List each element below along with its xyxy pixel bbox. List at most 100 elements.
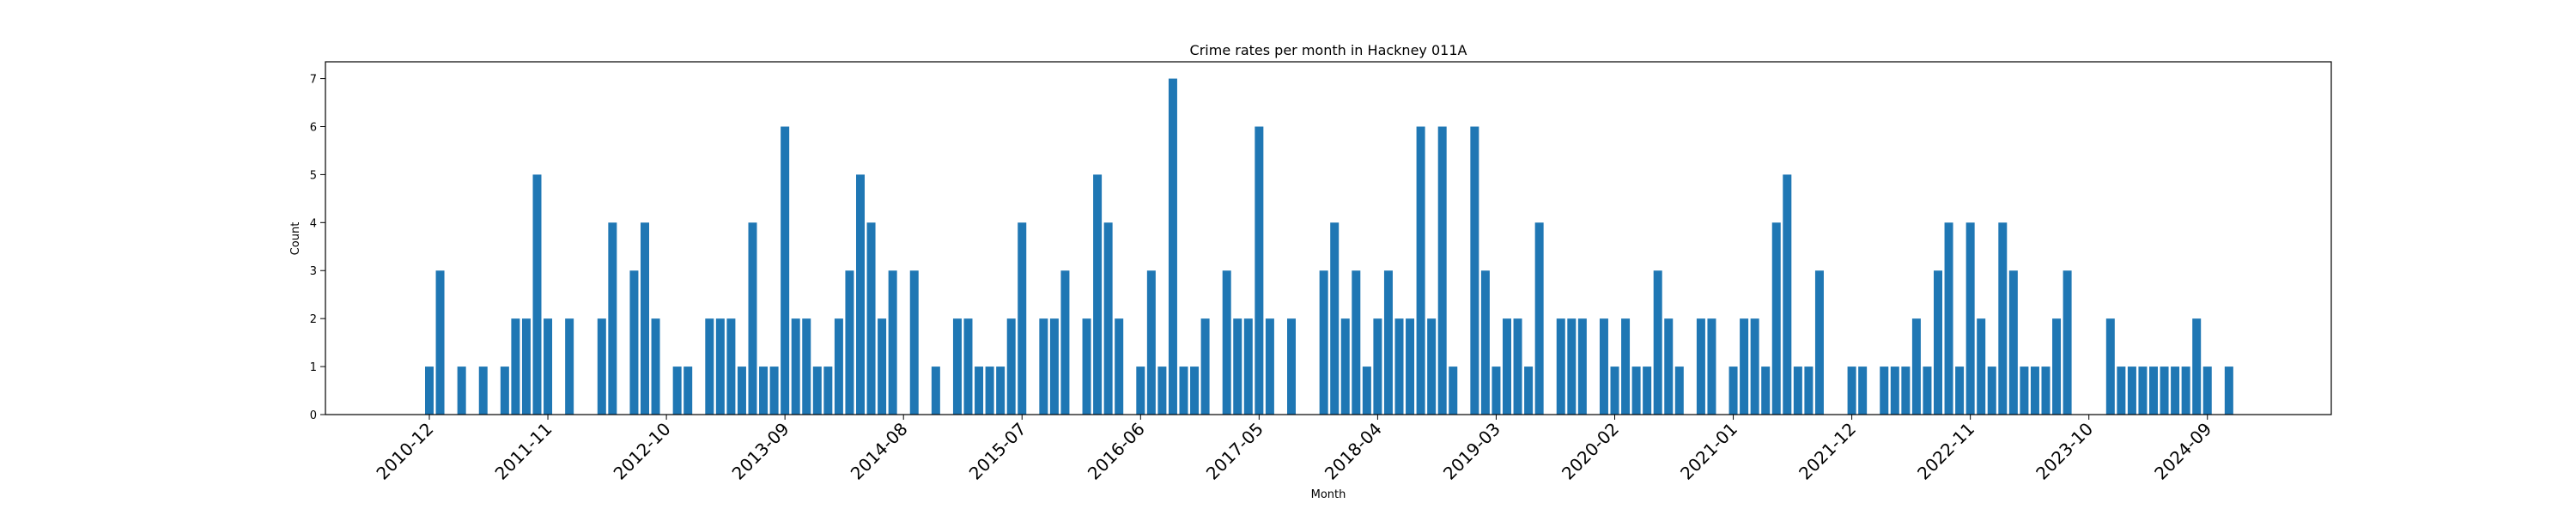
bar — [1265, 318, 1274, 415]
bar — [1911, 318, 1921, 415]
y-tick-label: 7 — [310, 74, 317, 87]
x-tick-label: 2019-03 — [1439, 419, 1504, 484]
bar — [1955, 367, 1965, 415]
bar — [1858, 367, 1868, 415]
bar — [909, 270, 919, 415]
bar — [1394, 318, 1404, 415]
bar — [1157, 367, 1167, 415]
bar — [683, 367, 693, 415]
x-tick-label: 2015-07 — [965, 419, 1030, 484]
bar — [705, 318, 714, 415]
bar — [1330, 222, 1340, 415]
bar — [2171, 367, 2180, 415]
bar — [1340, 318, 1350, 415]
bar — [812, 367, 822, 415]
bar — [1728, 367, 1738, 415]
bar — [769, 367, 779, 415]
bar — [823, 367, 833, 415]
bar — [500, 367, 509, 415]
bar — [866, 222, 876, 415]
bar — [2160, 367, 2169, 415]
bar — [834, 318, 843, 415]
bar — [1136, 367, 1145, 415]
bar — [1524, 367, 1534, 415]
x-tick-label: 2014-08 — [847, 419, 912, 484]
x-tick-label: 2023-10 — [2032, 419, 2097, 484]
bar — [2202, 367, 2212, 415]
bar — [1255, 126, 1264, 415]
bar — [641, 222, 649, 415]
bar — [521, 318, 531, 415]
bar — [1567, 318, 1577, 415]
bar — [2008, 270, 2018, 415]
y-tick-label: 4 — [310, 217, 317, 230]
bar — [1039, 318, 1048, 415]
x-axis-ticks: 2010-12 2011-11 2012-10 2013-09 2014-08 2015-… — [372, 415, 2215, 484]
bar — [1890, 367, 1899, 415]
bar — [1449, 367, 1458, 415]
bar — [1437, 126, 1447, 415]
bar — [1761, 367, 1771, 415]
bar — [878, 318, 887, 415]
bar — [1814, 270, 1824, 415]
y-tick-label: 1 — [310, 361, 317, 374]
bar — [1987, 367, 1996, 415]
bar — [996, 367, 1005, 415]
x-tick-label: 2020-02 — [1558, 419, 1623, 484]
bars-group — [425, 78, 2233, 415]
bar — [1783, 174, 1792, 415]
x-tick-label: 2022-11 — [1913, 419, 1978, 484]
bar — [1427, 318, 1437, 415]
bar — [2138, 367, 2148, 415]
bar — [2063, 270, 2072, 415]
y-tick-label: 6 — [310, 121, 317, 134]
bar — [1653, 270, 1662, 415]
bar — [952, 318, 962, 415]
bar — [1115, 318, 1124, 415]
bar — [597, 318, 606, 415]
bar — [565, 318, 574, 415]
bar — [1599, 318, 1608, 415]
bar — [2030, 367, 2039, 415]
bar — [931, 367, 940, 415]
bar — [2105, 318, 2115, 415]
bar — [1168, 78, 1177, 415]
bar — [781, 126, 790, 415]
bar — [791, 318, 800, 415]
y-tick-label: 0 — [310, 409, 317, 422]
bar — [888, 270, 897, 415]
bar — [1470, 126, 1479, 415]
bar — [1406, 318, 1415, 415]
x-tick-label: 2021-12 — [1795, 419, 1860, 484]
x-tick-label: 2016-06 — [1084, 419, 1149, 484]
bar — [1998, 222, 2008, 415]
bar — [2020, 367, 2029, 415]
x-tick-label: 2013-09 — [728, 419, 793, 484]
y-tick-label: 5 — [310, 169, 317, 182]
bar — [2224, 367, 2233, 415]
bar — [1222, 270, 1231, 415]
x-axis-label: Month — [1311, 488, 1346, 501]
bar — [2181, 367, 2190, 415]
bar — [1319, 270, 1328, 415]
bar — [2041, 367, 2050, 415]
bar — [1373, 318, 1382, 415]
bar — [1750, 318, 1759, 415]
bar — [1944, 222, 1953, 415]
bar — [1082, 318, 1091, 415]
bar — [1977, 318, 1986, 415]
bar — [1093, 174, 1103, 415]
bar — [845, 270, 854, 415]
y-axis-label: Count — [289, 222, 302, 256]
bar — [1383, 270, 1393, 415]
bar — [478, 367, 488, 415]
bar — [532, 174, 542, 415]
bar — [457, 367, 466, 415]
bar — [1880, 367, 1889, 415]
bar — [726, 318, 736, 415]
y-axis-ticks: 0 1 2 3 4 5 6 7 — [310, 74, 325, 422]
bar — [1006, 318, 1016, 415]
bar — [1577, 318, 1587, 415]
x-tick-label: 2011-11 — [491, 419, 556, 484]
